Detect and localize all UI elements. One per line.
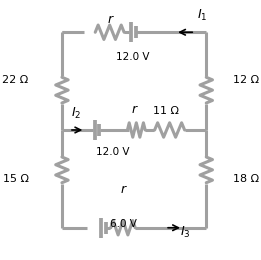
- Text: 12.0 V: 12.0 V: [116, 51, 150, 62]
- Text: 6.0 V: 6.0 V: [110, 219, 137, 229]
- Text: 12 Ω: 12 Ω: [233, 75, 259, 85]
- Text: 11 Ω: 11 Ω: [153, 106, 179, 116]
- Text: r: r: [132, 103, 137, 116]
- Text: $I_2$: $I_2$: [70, 106, 81, 121]
- Text: r: r: [120, 183, 126, 196]
- Text: 22 Ω: 22 Ω: [2, 75, 29, 85]
- Text: 18 Ω: 18 Ω: [233, 174, 259, 184]
- Text: r: r: [107, 13, 112, 26]
- Text: 15 Ω: 15 Ω: [3, 174, 29, 184]
- Text: 12.0 V: 12.0 V: [96, 147, 130, 157]
- Text: $I_3$: $I_3$: [180, 225, 190, 240]
- Text: $I_1$: $I_1$: [197, 8, 208, 23]
